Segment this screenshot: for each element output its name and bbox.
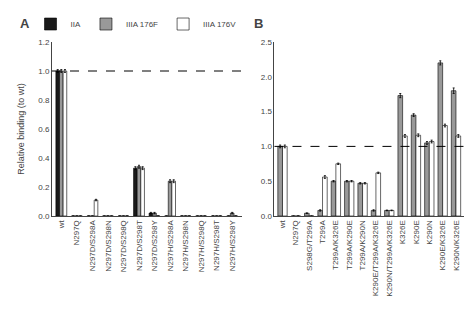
svg-text:0.5: 0.5 — [261, 177, 273, 186]
svg-text:0.4: 0.4 — [38, 154, 50, 163]
svg-text:Relative binding (to wt): Relative binding (to wt) — [16, 83, 26, 175]
svg-text:0.8: 0.8 — [38, 96, 50, 105]
svg-text:K290N/T299A/K326E: K290N/T299A/K326E — [385, 220, 394, 297]
svg-text:T299A/K290E: T299A/K290E — [345, 220, 354, 270]
svg-text:1.2: 1.2 — [38, 38, 50, 47]
svg-text:N297H/S298Y: N297H/S298Y — [228, 220, 237, 272]
svg-text:N297Q: N297Q — [72, 220, 81, 245]
svg-text:0.0: 0.0 — [261, 212, 273, 221]
svg-text:A: A — [20, 16, 30, 31]
svg-text:N297D/S298Y: N297D/S298Y — [150, 220, 159, 272]
svg-text:1.5: 1.5 — [261, 107, 273, 116]
svg-text:N297D/S298T: N297D/S298T — [135, 220, 144, 271]
svg-text:IIIA 176F: IIIA 176F — [126, 20, 158, 29]
svg-text:T299A: T299A — [318, 220, 327, 244]
svg-text:T299A/K326E: T299A/K326E — [331, 220, 340, 270]
svg-text:2.5: 2.5 — [261, 38, 273, 47]
svg-text:T299A/K290N: T299A/K290N — [358, 220, 367, 270]
svg-text:0.2: 0.2 — [38, 183, 50, 192]
svg-text:N297D/S298N: N297D/S298N — [104, 220, 113, 272]
svg-text:K326E: K326E — [398, 220, 407, 244]
svg-text:N297D/S298A: N297D/S298A — [88, 220, 97, 272]
svg-text:K290N: K290N — [425, 220, 434, 245]
svg-text:IIA: IIA — [71, 20, 81, 29]
svg-text:K290E/K326E: K290E/K326E — [438, 220, 447, 270]
svg-text:N297H/S298Q: N297H/S298Q — [197, 220, 206, 272]
svg-text:IIIA 176V: IIIA 176V — [203, 20, 236, 29]
svg-text:N297H/S298T: N297H/S298T — [212, 220, 221, 271]
svg-text:wt: wt — [57, 219, 66, 229]
svg-text:N297D/S298Q: N297D/S298Q — [119, 220, 128, 272]
svg-text:K290E: K290E — [412, 220, 421, 244]
svg-text:0.0: 0.0 — [38, 212, 50, 221]
svg-text:0.6: 0.6 — [38, 125, 50, 134]
svg-text:K290E/T299A/K326E: K290E/T299A/K326E — [372, 220, 381, 296]
svg-text:N297H/S298A: N297H/S298A — [166, 220, 175, 272]
svg-text:N297Q: N297Q — [291, 220, 300, 245]
svg-text:wt: wt — [278, 219, 287, 229]
svg-text:B: B — [254, 16, 263, 31]
svg-text:K290N/K326E: K290N/K326E — [452, 220, 461, 271]
svg-text:N297H/S298N: N297H/S298N — [181, 220, 190, 272]
svg-text:S298G/T299A: S298G/T299A — [305, 220, 314, 271]
svg-text:1.0: 1.0 — [38, 67, 50, 76]
svg-text:1.0: 1.0 — [261, 142, 273, 151]
svg-text:2.0: 2.0 — [261, 73, 273, 82]
